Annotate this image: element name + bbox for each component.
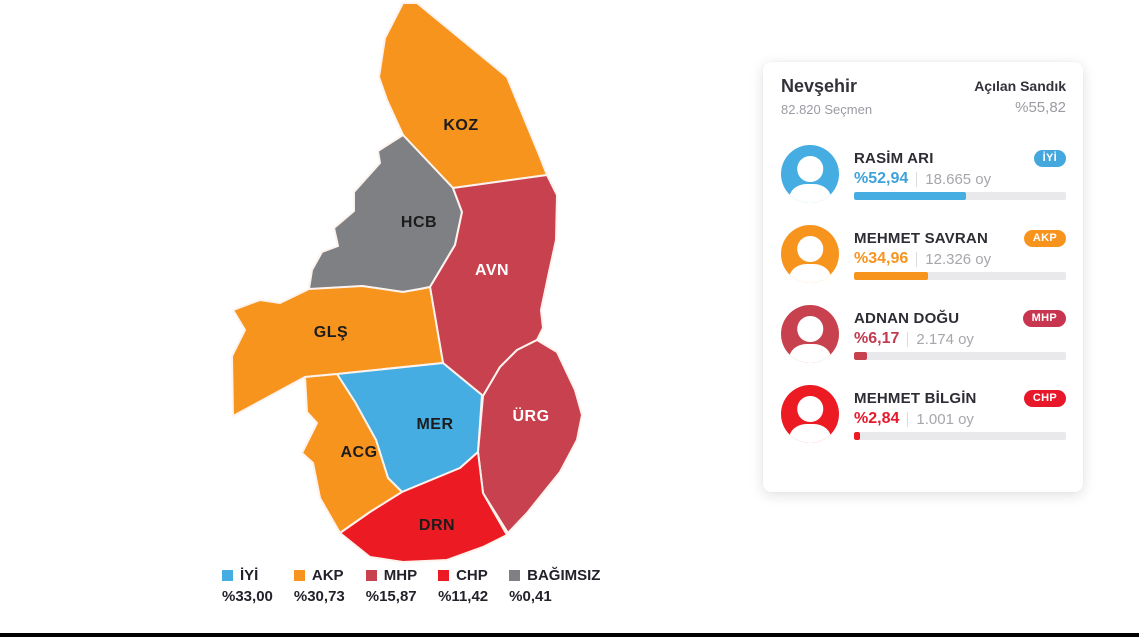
candidate-percent: %34,96 xyxy=(854,250,909,267)
legend-swatch-icon xyxy=(509,570,521,581)
candidate-name: MEHMET BİLGİN xyxy=(854,390,977,407)
progress-bar xyxy=(854,352,1066,360)
progress-fill xyxy=(854,272,929,280)
party-badge: CHP xyxy=(1023,390,1066,407)
results-card: Nevşehir 82.820 Seçmen Açılan Sandık %55… xyxy=(763,62,1083,492)
bottom-black-bar xyxy=(0,633,1139,637)
legend-percent: %15,87 xyxy=(365,588,417,605)
candidate-votes: 2.174 oy xyxy=(916,330,974,348)
progress-bar xyxy=(854,192,1066,200)
candidate-name: MEHMET SAVRAN xyxy=(854,230,988,247)
party-badge: MHP xyxy=(1022,310,1066,327)
candidate-name: RASİM ARI xyxy=(854,150,934,167)
divider xyxy=(907,331,909,347)
legend-percent: %0,41 xyxy=(509,588,552,605)
progress-fill xyxy=(854,432,861,440)
legend-percent: %33,00 xyxy=(222,588,273,605)
legend-party-label: MHP xyxy=(383,567,418,584)
legend-swatch-icon xyxy=(365,570,377,581)
legend-percent: %11,42 xyxy=(438,588,489,605)
legend-item-akp: AKP %30,73 xyxy=(293,567,345,605)
candidate-percent: %6,17 xyxy=(854,330,900,347)
province-map xyxy=(231,2,583,563)
candidate-list: RASİM ARI %52,94 18.665 oy İYİ MEHMET SA… xyxy=(781,145,1066,443)
candidate-name: ADNAN DOĞU xyxy=(854,310,960,327)
province-title: Nevşehir xyxy=(781,76,858,96)
divider xyxy=(916,171,918,187)
legend-party-label: BAĞIMSIZ xyxy=(527,567,601,584)
candidate-percent: %52,94 xyxy=(854,170,909,187)
legend-party-label: AKP xyxy=(311,567,344,584)
candidate-row[interactable]: MEHMET SAVRAN %34,96 12.326 oy AKP xyxy=(781,225,1066,283)
legend-item-iyi: İYİ %33,00 xyxy=(222,567,273,605)
district-drn[interactable] xyxy=(339,451,508,563)
candidate-avatar xyxy=(781,225,839,283)
candidate-votes: 1.001 oy xyxy=(916,410,974,428)
voter-count: 82.820 Seçmen xyxy=(781,102,873,117)
progress-bar xyxy=(854,432,1066,440)
legend-swatch-icon xyxy=(222,570,233,581)
legend-party-label: CHP xyxy=(456,567,488,584)
candidate-avatar xyxy=(781,305,839,363)
candidate-votes: 18.665 oy xyxy=(925,170,992,188)
divider xyxy=(907,411,909,427)
candidate-row[interactable]: ADNAN DOĞU %6,17 2.174 oy MHP xyxy=(781,305,1066,363)
legend-item-bagimsiz: BAĞIMSIZ %0,41 xyxy=(509,567,600,605)
map-legend: İYİ %33,00 AKP %30,73 MHP %15,87 %11,42 C… xyxy=(222,567,600,605)
divider xyxy=(916,251,918,267)
card-header: Nevşehir 82.820 Seçmen Açılan Sandık %55… xyxy=(781,76,1066,117)
legend-item-chp: %11,42CHP %11,42 xyxy=(438,567,488,605)
progress-fill xyxy=(854,192,967,200)
opened-ballot-label: Açılan Sandık xyxy=(974,78,1066,94)
candidate-avatar xyxy=(781,385,839,443)
candidate-votes: 12.326 oy xyxy=(925,250,992,268)
party-badge: İYİ xyxy=(1033,150,1066,167)
candidate-avatar xyxy=(781,145,839,203)
candidate-percent: %2,84 xyxy=(854,410,900,427)
candidate-row[interactable]: RASİM ARI %52,94 18.665 oy İYİ xyxy=(781,145,1066,203)
party-badge: AKP xyxy=(1023,230,1066,247)
legend-item-mhp: MHP %15,87 xyxy=(365,567,418,605)
legend-party-label: İYİ xyxy=(240,567,259,584)
progress-fill xyxy=(854,352,868,360)
candidate-row[interactable]: MEHMET BİLGİN %2,84 1.001 oy CHP xyxy=(781,385,1066,443)
progress-bar xyxy=(854,272,1066,280)
legend-swatch-icon xyxy=(438,570,450,581)
opened-ballot-percent: %55,82 xyxy=(1015,99,1066,116)
legend-swatch-icon xyxy=(293,570,305,581)
legend-percent: %30,73 xyxy=(293,588,345,605)
